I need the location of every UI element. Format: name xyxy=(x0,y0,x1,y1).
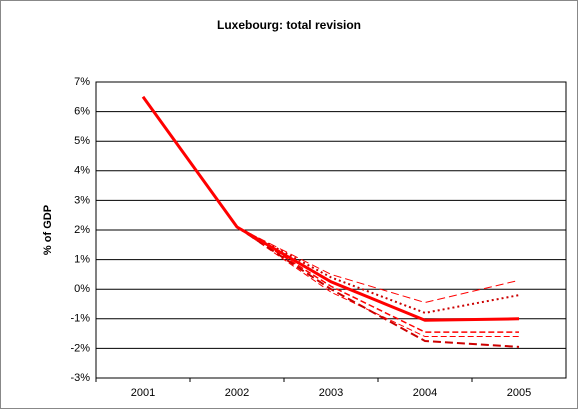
y-tick-label: -1% xyxy=(70,313,90,325)
x-tick-label: 2002 xyxy=(225,387,249,399)
series-line xyxy=(236,226,520,314)
series-line xyxy=(236,226,519,338)
x-tick-label: 2001 xyxy=(131,387,155,399)
series-line xyxy=(141,95,520,322)
x-tick-label: 2005 xyxy=(507,387,531,399)
x-tick-label: 2003 xyxy=(319,387,343,399)
y-tick-label: -3% xyxy=(70,372,90,384)
y-tick-label: 7% xyxy=(74,76,90,88)
y-tick-label: -2% xyxy=(70,342,90,354)
y-tick-label: 6% xyxy=(74,106,90,118)
series-line xyxy=(236,226,520,348)
y-tick-label: 0% xyxy=(74,283,90,295)
y-tick-label: 4% xyxy=(74,165,90,177)
y-axis-label: % of GDP xyxy=(42,205,54,255)
y-tick-label: 2% xyxy=(74,224,90,236)
y-tick-label: 1% xyxy=(74,254,90,266)
chart-title: Luxebourg: total revision xyxy=(217,18,361,32)
series-line xyxy=(236,226,520,304)
y-tick-label: 3% xyxy=(74,194,90,206)
y-tick-label: 5% xyxy=(74,135,90,147)
x-tick-label: 2004 xyxy=(413,387,437,399)
series-line xyxy=(236,226,519,333)
